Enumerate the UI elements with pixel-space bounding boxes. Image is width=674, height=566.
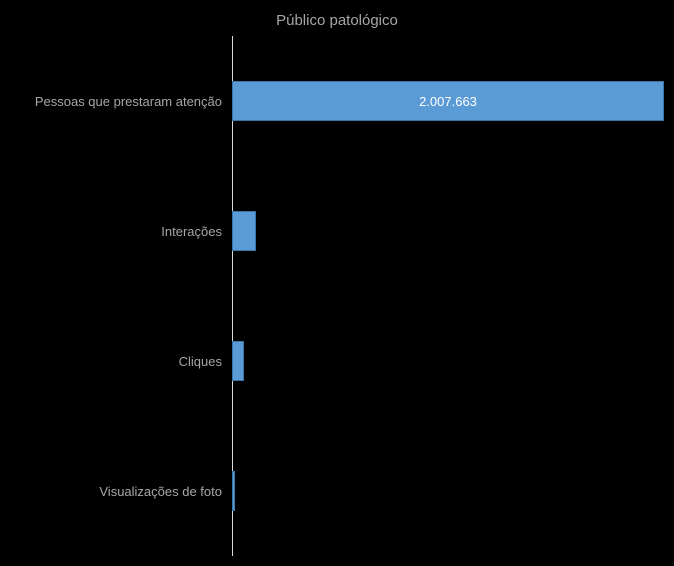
chart-container: Público patológico 2.007.663 Pessoas que…	[0, 0, 674, 566]
bar	[232, 341, 244, 381]
bar	[232, 81, 664, 121]
category-label: Interações	[2, 211, 222, 251]
bar-row	[232, 471, 664, 511]
category-label: Cliques	[2, 341, 222, 381]
bar-row: 2.007.663	[232, 81, 664, 121]
bar	[232, 211, 256, 251]
chart-title: Público patológico	[0, 12, 674, 29]
bar-row	[232, 211, 664, 251]
bar	[232, 471, 235, 511]
plot-area: 2.007.663	[232, 36, 664, 556]
category-label: Pessoas que prestaram atenção	[2, 81, 222, 121]
bar-row	[232, 341, 664, 381]
category-label: Visualizações de foto	[2, 471, 222, 511]
